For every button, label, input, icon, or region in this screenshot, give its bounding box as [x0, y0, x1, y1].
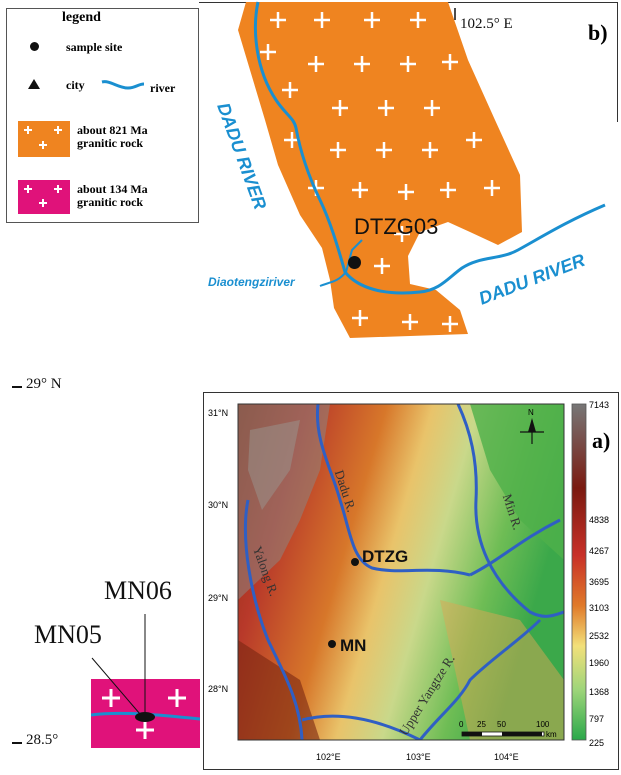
- dtzg03-site: [348, 256, 361, 269]
- cbar-2532: 2532: [589, 631, 610, 641]
- granite-134-swatch: [18, 180, 70, 214]
- panel-b-frame-right: [617, 2, 618, 122]
- tributary-label: Diaotengziriver: [208, 275, 295, 289]
- dtzg-label: DTZG: [362, 547, 409, 566]
- lat-28-5-tick: [12, 742, 22, 744]
- sample-site-icon: [30, 42, 39, 51]
- cbar-225: 225: [589, 738, 605, 748]
- cbar-797: 797: [589, 714, 605, 724]
- cbar-7143: 7143: [589, 400, 610, 410]
- panel-b-label: b): [588, 20, 608, 45]
- cbar-4267: 4267: [589, 546, 610, 556]
- granite-821-swatch: [18, 121, 70, 157]
- lat-29-tick: [12, 386, 22, 388]
- cbar-1960: 1960: [589, 658, 610, 668]
- scale-0: 0: [459, 720, 464, 729]
- legend-821-line1: about 821 Ma: [77, 123, 148, 137]
- cbar-3103: 3103: [589, 603, 610, 613]
- lon-tick-102: 102°E: [316, 752, 341, 762]
- cbar-4838: 4838: [589, 515, 610, 525]
- lon-tick-104: 104°E: [494, 752, 519, 762]
- city-icon: [28, 79, 40, 89]
- legend-city: city: [66, 78, 85, 92]
- mn-label: MN: [340, 636, 367, 655]
- legend-river: river: [150, 81, 176, 95]
- legend-134-line2: granitic rock: [77, 195, 144, 209]
- legend-134-line1: about 134 Ma: [77, 182, 148, 196]
- lat-tick-28: 28°N: [208, 684, 229, 694]
- mn06-label: MN06: [104, 576, 172, 605]
- scale-100: 100: [536, 720, 550, 729]
- mn05-label: MN05: [34, 620, 102, 649]
- lat-tick-31: 31°N: [208, 408, 229, 418]
- lon-tick-103: 103°E: [406, 752, 431, 762]
- scale-50: 50: [497, 720, 506, 729]
- dtzg-site: [351, 558, 359, 566]
- legend-821-line2: granitic rock: [77, 136, 144, 150]
- lat-tick-29: 29°N: [208, 593, 229, 603]
- dtzg03-label: DTZG03: [354, 214, 439, 239]
- legend-sample-site: sample site: [66, 40, 123, 54]
- panel-a-label: a): [592, 428, 611, 453]
- scale-km: km: [546, 730, 557, 739]
- lat-tick-30: 30°N: [208, 500, 229, 510]
- legend-title: legend: [62, 10, 101, 25]
- mn-site: [328, 640, 336, 648]
- latitude-28-5: 28.5°: [26, 732, 59, 748]
- cbar-1368: 1368: [589, 687, 610, 697]
- cbar-3695: 3695: [589, 577, 610, 587]
- longitude-102-5: 102.5° E: [460, 16, 513, 32]
- compass-north: N: [528, 408, 534, 417]
- scale-25: 25: [477, 720, 486, 729]
- latitude-29: 29° N: [26, 376, 62, 392]
